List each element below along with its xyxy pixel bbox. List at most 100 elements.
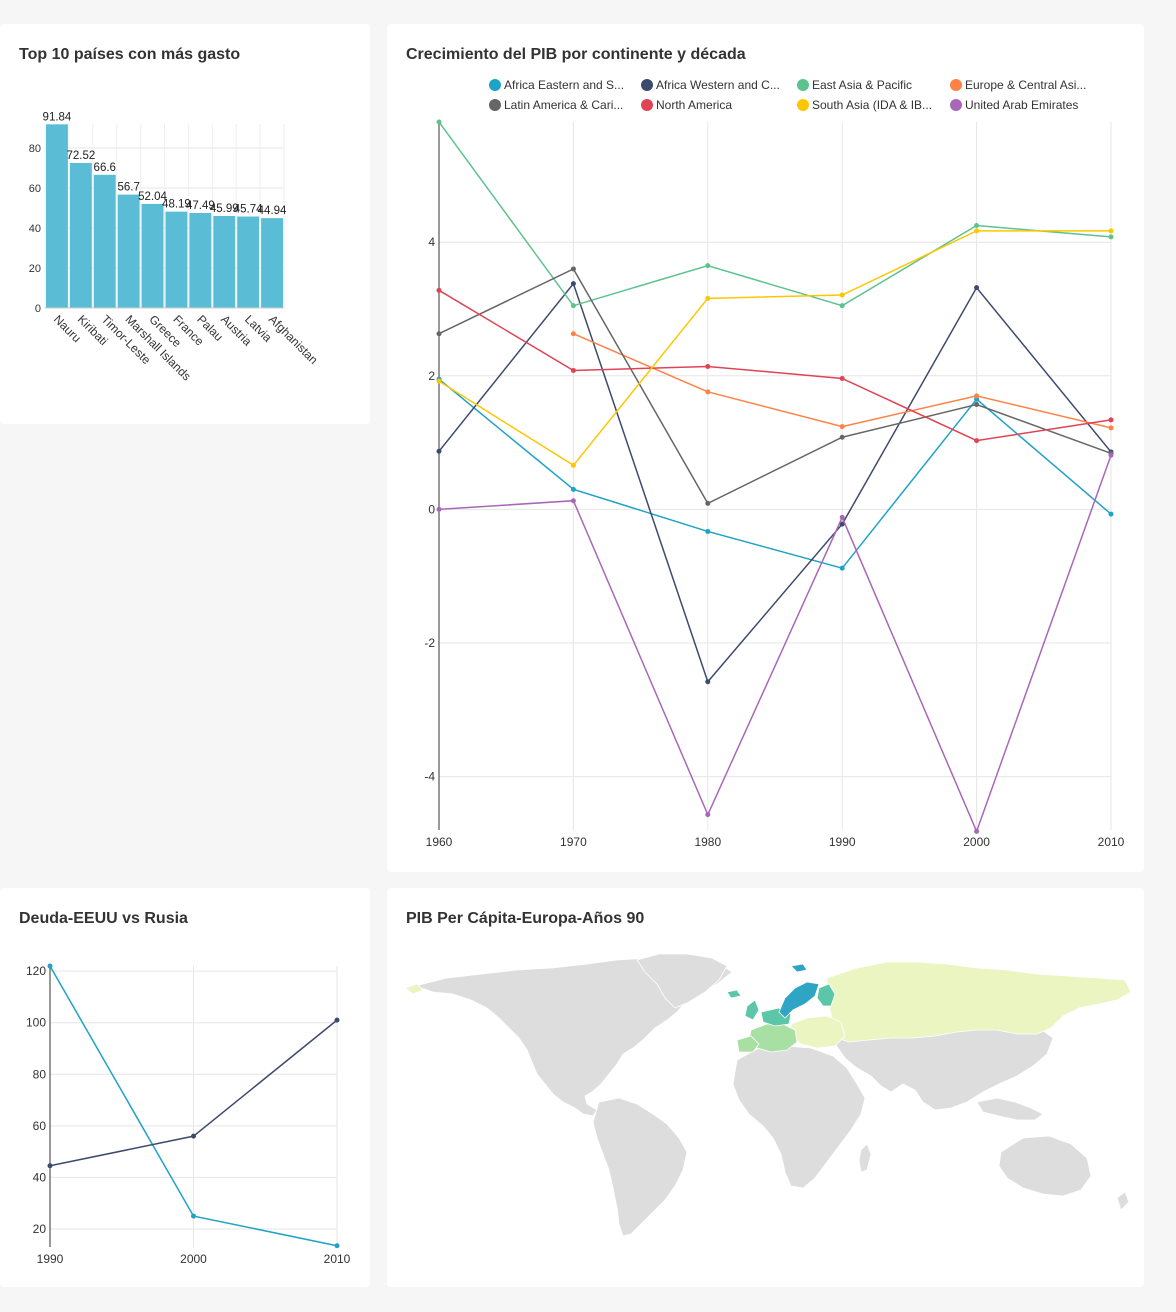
gdp-series-4[interactable]: [436, 266, 1114, 506]
map-region-iceland[interactable]: [726, 989, 742, 999]
gdp-point[interactable]: [839, 521, 845, 527]
gdp-point[interactable]: [436, 119, 442, 125]
gdp-series-2[interactable]: [436, 119, 1114, 309]
gdp-point[interactable]: [839, 424, 845, 430]
gdp-point[interactable]: [974, 828, 980, 834]
gdp-series-6[interactable]: [436, 228, 1114, 468]
bar-6[interactable]: [189, 213, 212, 308]
map-region-west-tip[interactable]: [404, 983, 424, 995]
gdp-point[interactable]: [705, 528, 711, 534]
legend-item[interactable]: Europe & Central Asi...: [950, 78, 1086, 92]
debt-point[interactable]: [191, 1213, 196, 1219]
gdp-point[interactable]: [974, 393, 980, 399]
gdp-point[interactable]: [1108, 511, 1114, 517]
debt-point[interactable]: [334, 1243, 340, 1249]
gdp-point[interactable]: [974, 285, 980, 291]
gdp-point[interactable]: [974, 228, 980, 234]
gdp-series-7[interactable]: [436, 452, 1114, 834]
map-region-south-america[interactable]: [592, 1097, 688, 1237]
bar-1[interactable]: [69, 162, 92, 308]
debt-point[interactable]: [47, 963, 53, 969]
bar-3[interactable]: [117, 194, 140, 308]
bar-7[interactable]: [213, 216, 236, 308]
map-region-southeast-asia[interactable]: [976, 1097, 1044, 1121]
debt-point[interactable]: [47, 1163, 53, 1169]
gdp-point[interactable]: [570, 462, 576, 468]
gdp-point[interactable]: [705, 363, 711, 369]
map-region-russia[interactable]: [826, 961, 1132, 1043]
gdp-series-1[interactable]: [436, 281, 1114, 685]
gdp-point[interactable]: [570, 266, 576, 272]
debt-point[interactable]: [334, 1017, 340, 1023]
gdp-point[interactable]: [705, 295, 711, 301]
gdp-point[interactable]: [839, 434, 845, 440]
map-region-australia[interactable]: [998, 1135, 1092, 1197]
gdp-point[interactable]: [570, 498, 576, 504]
bar-9[interactable]: [261, 218, 283, 308]
map-region-svalbard[interactable]: [790, 963, 808, 973]
map-region-iberia[interactable]: [736, 1035, 760, 1053]
gdp-point[interactable]: [839, 303, 845, 309]
gdp-point[interactable]: [570, 303, 576, 309]
gdp-point[interactable]: [1108, 234, 1114, 240]
gdp-point[interactable]: [839, 565, 845, 571]
gdp-series-0[interactable]: [436, 376, 1114, 571]
gdp-point[interactable]: [570, 331, 576, 337]
gdp-series-line[interactable]: [438, 289, 1112, 442]
gdp-point[interactable]: [974, 402, 980, 408]
gdp-point[interactable]: [974, 223, 980, 229]
legend-item[interactable]: North America: [641, 98, 732, 112]
gdp-point[interactable]: [1108, 228, 1114, 234]
gdp-series-line[interactable]: [438, 230, 1111, 467]
legend-item[interactable]: United Arab Emirates: [950, 98, 1078, 112]
map-region-eastern-europe[interactable]: [790, 1015, 846, 1049]
gdp-point[interactable]: [436, 448, 442, 454]
map-region-greenland[interactable]: [636, 953, 728, 1009]
bar-2[interactable]: [93, 174, 116, 308]
bar-5[interactable]: [165, 211, 188, 308]
bar-8[interactable]: [237, 216, 260, 308]
gdp-point[interactable]: [705, 263, 711, 269]
legend-item[interactable]: East Asia & Pacific: [797, 78, 912, 92]
gdp-point[interactable]: [436, 378, 442, 384]
gdp-point[interactable]: [705, 500, 711, 506]
map-region-madagascar[interactable]: [858, 1143, 872, 1173]
map-region-africa[interactable]: [732, 1045, 866, 1189]
map-region-uk[interactable]: [744, 999, 760, 1021]
gdp-point[interactable]: [570, 486, 576, 492]
map-region-scandinavia[interactable]: [778, 981, 820, 1019]
bar-0[interactable]: [46, 124, 68, 308]
legend-item[interactable]: Africa Western and C...: [641, 78, 780, 92]
gdp-series-5[interactable]: [436, 287, 1114, 444]
gdp-point[interactable]: [705, 812, 711, 818]
legend-item[interactable]: Latin America & Cari...: [489, 98, 623, 112]
gdp-point[interactable]: [1108, 425, 1114, 431]
gdp-point[interactable]: [570, 367, 576, 373]
legend-item[interactable]: Africa Eastern and S...: [489, 78, 624, 92]
gdp-point[interactable]: [436, 331, 442, 337]
debt-point[interactable]: [191, 1133, 196, 1139]
gdp-point[interactable]: [839, 375, 845, 381]
gdp-point[interactable]: [705, 679, 711, 685]
gdp-series-line[interactable]: [438, 455, 1112, 834]
gdp-point[interactable]: [839, 514, 845, 520]
gdp-series-line[interactable]: [438, 267, 1112, 505]
map-region-finland[interactable]: [816, 983, 836, 1007]
bar-4[interactable]: [141, 203, 164, 308]
gdp-series-line[interactable]: [438, 378, 1112, 570]
gdp-series-line[interactable]: [438, 121, 1112, 307]
gdp-series-line[interactable]: [438, 282, 1112, 684]
europe-gdp-per-capita-map[interactable]: [387, 888, 1144, 1287]
gdp-point[interactable]: [705, 389, 711, 395]
gdp-point[interactable]: [436, 287, 442, 293]
gdp-point[interactable]: [839, 292, 845, 298]
gdp-point[interactable]: [1108, 417, 1114, 423]
gdp-series-3[interactable]: [570, 331, 1114, 431]
gdp-point[interactable]: [974, 438, 980, 444]
map-region-new-zealand[interactable]: [1116, 1191, 1130, 1211]
debt-series-1[interactable]: [47, 1017, 340, 1169]
gdp-point[interactable]: [1108, 452, 1114, 458]
legend-item[interactable]: South Asia (IDA & IB...: [797, 98, 932, 112]
gdp-point[interactable]: [436, 506, 442, 512]
gdp-point[interactable]: [570, 281, 576, 287]
